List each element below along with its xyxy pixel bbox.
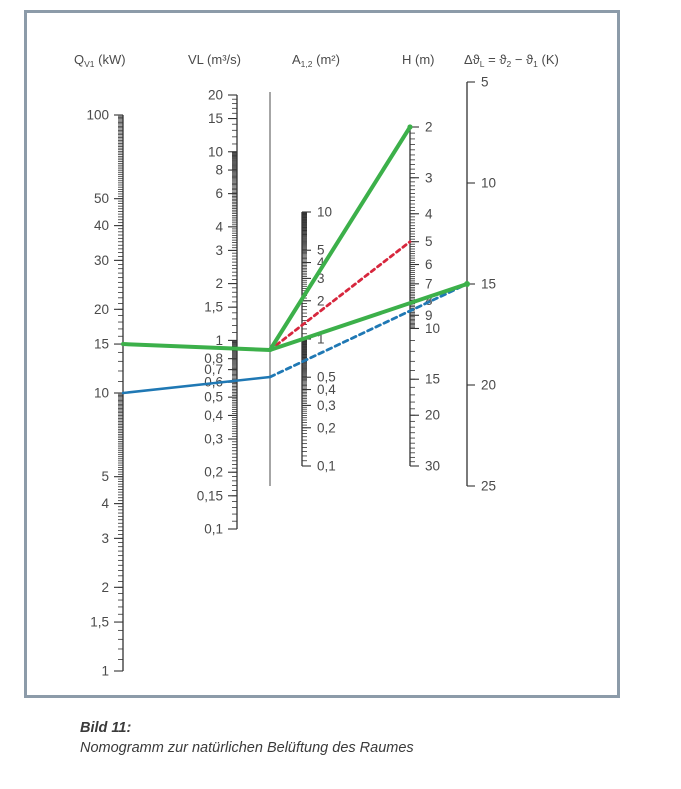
nomogram-scales: 10050403020151054321,51201510864321,510,… [86,75,496,679]
qv-tick-label: 30 [94,253,109,268]
vl-tick-label: 0,4 [204,408,223,423]
qv-tick-label: 40 [94,218,109,233]
vl-tick-label: 1 [215,333,223,348]
caption-title: Bild 11: [80,720,132,736]
header-qv: QV1 (kW) [74,52,126,69]
a-tick-label: 0,3 [317,398,336,413]
vl-tick-label: 4 [215,219,223,234]
qv-tick-label: 50 [94,191,109,206]
dt-tick-label: 15 [481,277,496,292]
h-tick-label: 7 [425,276,433,291]
a-scale: 10 543 2 1 0,50,40,3 0,2 0,1 [301,205,336,474]
qv-tick-label: 4 [101,496,109,511]
header-dt: ΔϑL = ϑ2 − ϑ1 (K) [464,52,559,69]
a-tick-label: 3 [317,271,325,286]
header-vl: VL (m³/s) [188,52,241,67]
dt-tick-label: 20 [481,378,496,393]
qv-tick-label: 100 [86,108,109,123]
a-tick-label: 0,5 [317,370,336,385]
vl-tick-label: 0,7 [204,362,223,377]
vl-tick-label: 0,2 [204,465,223,480]
dt-scale: 5 10 15 20 25 [466,75,496,494]
h-scale: 2345678910152030 [409,120,440,474]
vl-tick-label: 0,5 [204,390,223,405]
vl-tick-label: 6 [215,186,223,201]
header-a: A1,2 (m²) [292,52,340,69]
qv-tick-label: 2 [101,580,109,595]
qv-tick-label: 3 [101,531,109,546]
dt-tick-label: 5 [481,75,489,90]
vl-tick-label: 2 [215,276,223,291]
solution-lines [121,124,470,395]
vl-tick-label: 3 [215,243,223,258]
vl-tick-label: 0,15 [197,488,223,503]
green-line-q-to-turning [121,342,272,352]
vl-tick-label: 8 [215,163,223,178]
figure-caption: Bild 11: Nomogramm zur natürlichen Belüf… [80,718,414,758]
qv-tick-label: 15 [94,337,109,352]
scale-headers: QV1 (kW) VL (m³/s) A1,2 (m²) H (m) ΔϑL =… [74,52,559,69]
vl-tick-label: 1,5 [204,300,223,315]
qv-tick-label: 20 [94,302,109,317]
a-tick-label: 1 [317,332,325,347]
caption-text: Nomogramm zur natürlichen Belüftung des … [80,740,414,756]
green-line-turning-to-dt [268,282,469,352]
h-tick-label: 10 [425,321,440,336]
h-tick-label: 15 [425,372,440,387]
dt-tick-label: 25 [481,479,496,494]
green-end-dot-dt [464,281,470,287]
green-line-turning-to-h [268,125,412,352]
a-tick-label: 4 [317,255,325,270]
h-tick-label: 5 [425,234,433,249]
vl-tick-label: 20 [208,88,223,103]
a-tick-label: 0,2 [317,420,336,435]
h-tick-label: 9 [425,308,433,323]
vl-tick-label: 10 [208,144,223,159]
a-tick-label: 2 [317,293,325,308]
h-tick-label: 3 [425,170,433,185]
h-tick-label: 2 [425,120,433,135]
vl-tick-label: 0,3 [204,432,223,447]
a-tick-label: 0,4 [317,382,336,397]
a-tick-label: 10 [317,205,332,220]
qv-tick-label: 1 [101,664,109,679]
vl-tick-label: 15 [208,111,223,126]
header-h: H (m) [402,52,435,67]
h-tick-label: 20 [425,408,440,423]
red-line-dashed [268,240,412,352]
dt-tick-label: 10 [481,176,496,191]
qv-tick-label: 1,5 [90,615,109,630]
blue-line-solid [121,375,272,395]
vl-scale: 201510864321,510,80,70,60,50,40,30,20,15… [197,88,238,537]
qv-tick-label: 5 [101,469,109,484]
qv-tick-label: 10 [94,386,109,401]
a-tick-label: 0,1 [317,459,336,474]
a-tick-label: 5 [317,243,325,258]
h-tick-label: 4 [425,206,433,221]
qv-scale: 100 50 40 30 20 15 10 5 4 3 2 1,5 1 [86,108,124,679]
vl-tick-label: 0,1 [204,522,223,537]
green-end-dot-h [407,124,413,130]
h-tick-label: 6 [425,257,433,272]
blue-line-dashed [268,282,469,379]
vl-tick-label: 0,8 [204,351,223,366]
h-tick-label: 30 [425,459,440,474]
